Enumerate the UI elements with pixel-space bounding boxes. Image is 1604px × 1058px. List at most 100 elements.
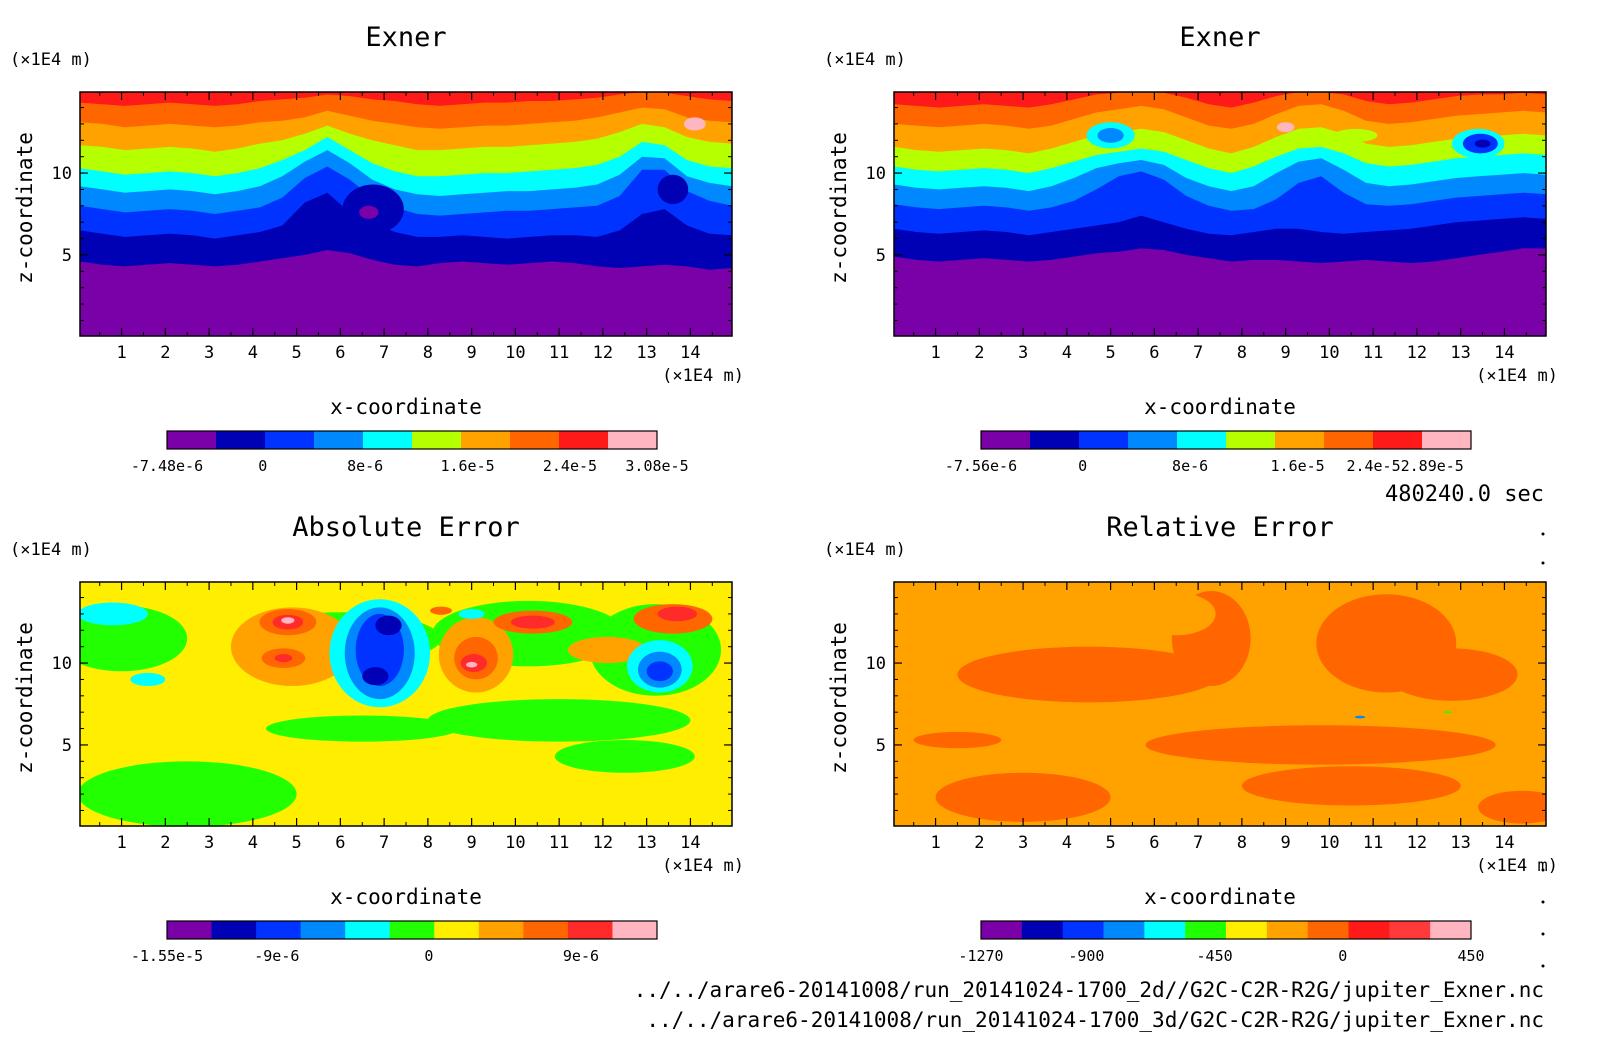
y-tick-label: 10 xyxy=(52,654,72,674)
x-tick-label: 6 xyxy=(335,343,345,363)
colorbar-tick-label: -900 xyxy=(1068,947,1104,965)
x-tick-label: 4 xyxy=(1062,343,1072,363)
footer-file-2d: ../../arare6-20141008/run_20141024-1700_… xyxy=(633,978,1544,1002)
contour-field xyxy=(80,92,732,336)
colorbar-swatch xyxy=(256,921,302,939)
x-tick-label: 5 xyxy=(1105,833,1115,853)
colorbar-swatch xyxy=(1021,921,1064,939)
x-unit-label: (×1E4 m) xyxy=(1476,856,1558,876)
contour-band-0 xyxy=(894,248,1546,336)
contour-region xyxy=(1333,128,1378,142)
colorbar-swatch xyxy=(1430,921,1472,939)
chart-title: Relative Error xyxy=(1106,512,1334,543)
x-tick-label: 8 xyxy=(1237,343,1247,363)
colorbar-tick-label: 0 xyxy=(1338,947,1347,965)
x-tick-label: 12 xyxy=(593,343,613,363)
x-tick-label: 1 xyxy=(116,833,126,853)
y-unit-label: (×1E4 m) xyxy=(10,540,92,560)
colorbar-swatch xyxy=(1226,431,1276,449)
colorbar-tick-label: 0 xyxy=(258,457,267,475)
x-tick-label: 13 xyxy=(636,833,656,853)
x-tick-label: 11 xyxy=(1363,833,1383,853)
contour-region xyxy=(281,617,295,624)
x-tick-label: 5 xyxy=(291,343,301,363)
margin-dot xyxy=(1541,868,1545,872)
colorbar-swatch xyxy=(1226,921,1268,939)
y-tick-label: 10 xyxy=(866,164,886,184)
contour-region xyxy=(1474,139,1491,148)
x-axis-label: x-coordinate xyxy=(330,885,482,909)
colorbar-swatch xyxy=(461,431,511,449)
contour-region xyxy=(683,117,706,131)
contour-region xyxy=(1276,122,1295,133)
x-tick-label: 12 xyxy=(1407,343,1427,363)
colorbar-swatch xyxy=(1373,431,1423,449)
x-tick-label: 6 xyxy=(1149,833,1159,853)
y-axis-label: z-coordinate xyxy=(827,132,851,284)
contour-region xyxy=(265,715,459,742)
colorbar-swatch xyxy=(1030,431,1080,449)
x-tick-label: 9 xyxy=(1281,833,1291,853)
colorbar-tick-label: -7.48e-6 xyxy=(131,457,203,475)
x-tick-label: 5 xyxy=(1105,343,1115,363)
x-tick-label: 14 xyxy=(680,833,700,853)
colorbar-swatch xyxy=(434,921,480,939)
colorbar-tick-label: -450 xyxy=(1197,947,1233,965)
colorbar-swatch xyxy=(211,921,257,939)
y-axis-label: z-coordinate xyxy=(13,132,37,284)
colorbar-swatch xyxy=(1389,921,1431,939)
colorbar-tick-label: 1.6e-5 xyxy=(1271,457,1325,475)
x-tick-label: 1 xyxy=(116,343,126,363)
colorbar: -1270 -900 -450 0 450 xyxy=(958,920,1485,965)
footer-file-3d: ../../arare6-20141008/run_20141024-1700_… xyxy=(646,1008,1544,1032)
contour-region xyxy=(1443,711,1452,714)
x-tick-label: 11 xyxy=(549,833,569,853)
contour-field xyxy=(894,582,1546,826)
x-unit-label: (×1E4 m) xyxy=(1476,366,1558,386)
contour-region xyxy=(1241,766,1461,806)
x-tick-label: 3 xyxy=(204,833,214,853)
x-tick-label: 11 xyxy=(1363,343,1383,363)
colorbar-tick-label: -1.55e-5 xyxy=(131,947,203,965)
x-axis-label: x-coordinate xyxy=(330,395,482,419)
contour-region xyxy=(465,661,478,668)
contour-region xyxy=(458,609,485,619)
x-tick-label: 9 xyxy=(467,343,477,363)
y-tick-label: 5 xyxy=(876,246,886,266)
contour-region xyxy=(657,174,689,205)
contour-region xyxy=(1136,592,1216,636)
x-tick-label: 10 xyxy=(1319,343,1339,363)
margin-dot xyxy=(1541,900,1545,904)
x-tick-label: 10 xyxy=(1319,833,1339,853)
colorbar-swatch xyxy=(1185,921,1227,939)
x-tick-label: 3 xyxy=(1018,343,1028,363)
x-tick-label: 7 xyxy=(1193,833,1203,853)
colorbar-tick-label: 3.08e-5 xyxy=(625,457,688,475)
margin-dot xyxy=(1541,532,1545,536)
colorbar-swatch xyxy=(412,431,462,449)
colorbar-swatch xyxy=(1324,431,1374,449)
y-tick-label: 5 xyxy=(62,246,72,266)
colorbar: -7.48e-6 0 8e-6 1.6e-5 2.4e-5 3.08e-5 xyxy=(131,430,689,475)
x-tick-label: 14 xyxy=(680,343,700,363)
contour-region xyxy=(274,654,293,663)
contour-region xyxy=(657,606,697,622)
colorbar-swatch xyxy=(265,431,315,449)
colorbar-swatch xyxy=(981,921,1023,939)
x-tick-label: 4 xyxy=(248,833,258,853)
x-axis-label: x-coordinate xyxy=(1144,395,1296,419)
colorbar-tick-label: 8e-6 xyxy=(347,457,383,475)
contour-region xyxy=(362,667,389,686)
colorbar: -7.56e-6 0 8e-6 1.6e-5 2.4e-52.89e-5 xyxy=(945,430,1472,475)
chart-title: Absolute Error xyxy=(292,512,520,543)
colorbar-swatch xyxy=(363,431,413,449)
y-axis-label: z-coordinate xyxy=(13,622,37,774)
contour-region xyxy=(1145,725,1496,765)
contour-region xyxy=(913,731,1002,749)
x-tick-label: 7 xyxy=(379,833,389,853)
chart-title: Exner xyxy=(365,22,446,53)
y-unit-label: (×1E4 m) xyxy=(10,50,92,70)
